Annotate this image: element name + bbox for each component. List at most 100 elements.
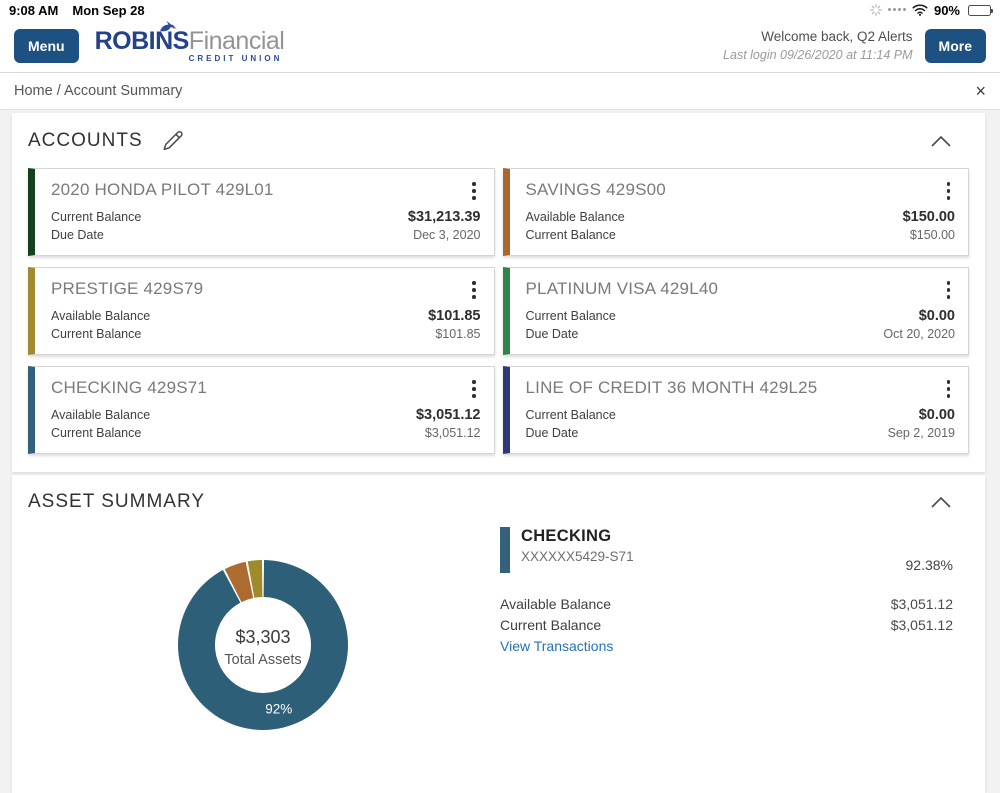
asset-summary-title: ASSET SUMMARY	[28, 491, 206, 512]
balance-value: Sep 2, 2019	[887, 426, 955, 440]
balance-label: Available Balance	[51, 309, 151, 323]
donut-center-total: $3,303	[235, 627, 290, 647]
balance-value: $3,051.12	[415, 407, 481, 423]
balance-value: Oct 20, 2020	[883, 327, 955, 341]
account-card[interactable]: SAVINGS 429S00 Available Balance $150.00 C…	[502, 168, 969, 256]
sync-spinner-icon	[870, 4, 882, 16]
kebab-menu-icon[interactable]	[943, 279, 955, 301]
balance-value: Dec 3, 2020	[413, 228, 481, 242]
balance-value: $101.85	[428, 308, 481, 324]
app-header: Menu ROBINS Financial CREDIT UNION Welco…	[0, 20, 1000, 73]
clock-time: 9:08 AM	[9, 2, 59, 18]
bird-logo-icon	[158, 20, 177, 33]
account-balance-row: Due Date Oct 20, 2020	[526, 327, 956, 341]
account-name: SAVINGS 429S00	[525, 180, 666, 199]
account-balance-row: Available Balance $101.85	[51, 308, 481, 324]
balance-label: Current Balance	[51, 426, 142, 440]
account-balance-row: Current Balance $150.00	[526, 228, 956, 242]
asset-summary-collapse-chevron-icon[interactable]	[931, 496, 969, 508]
account-name: 2020 HONDA PILOT 429L01	[51, 180, 274, 199]
asset-summary-panel: ASSET SUMMARY 92% $3,303 Total Assets CHEC…	[12, 475, 985, 793]
account-card[interactable]: 2020 HONDA PILOT 429L01 Current Balance $…	[28, 168, 495, 256]
kebab-menu-icon[interactable]	[468, 378, 480, 400]
account-card[interactable]: PRESTIGE 429S79 Available Balance $101.85…	[28, 267, 495, 355]
robins-financial-logo[interactable]: ROBINS Financial CREDIT UNION	[94, 20, 285, 63]
battery-percent: 90%	[933, 2, 960, 18]
account-balance-row: Current Balance $31,213.39	[51, 209, 481, 225]
selected-account-detail: CHECKING XXXXXX5429-S71 92.38% Available…	[498, 515, 969, 775]
accounts-panel: ACCOUNTS 2020 HONDA PILOT 429L01 Current…	[12, 113, 985, 472]
detail-percent: 92.38%	[905, 557, 953, 573]
balance-label: Due Date	[525, 327, 579, 341]
balance-value: $0.00	[918, 308, 955, 324]
more-button[interactable]: More	[924, 29, 986, 63]
balance-value: $150.00	[902, 209, 955, 225]
account-balance-row: Current Balance $3,051.12	[51, 426, 481, 440]
balance-label: Available Balance	[525, 210, 625, 224]
asset-donut-chart[interactable]: 92% $3,303 Total Assets	[28, 515, 498, 775]
view-transactions-link[interactable]: View Transactions	[500, 638, 614, 654]
balance-label: Current Balance	[525, 408, 616, 422]
balance-value: $3,051.12	[424, 426, 481, 440]
balance-label: Current Balance	[525, 228, 616, 242]
donut-slice-prestige[interactable]	[247, 560, 263, 598]
detail-balance-row: Available Balance $3,051.12	[500, 594, 953, 614]
battery-icon	[968, 4, 993, 16]
logo-text-secondary: Financial	[188, 27, 285, 55]
balance-value: $31,213.39	[407, 209, 481, 225]
account-card[interactable]: CHECKING 429S71 Available Balance $3,051.…	[28, 366, 495, 454]
balance-value: $0.00	[918, 407, 955, 423]
account-balance-row: Current Balance $101.85	[51, 327, 481, 341]
kebab-menu-icon[interactable]	[943, 180, 955, 202]
balance-label: Available Balance	[51, 408, 151, 422]
menu-button[interactable]: Menu	[14, 29, 79, 63]
account-name: CHECKING 429S71	[51, 378, 208, 397]
detail-balance-row: Current Balance $3,051.12	[500, 615, 953, 635]
account-name: LINE OF CREDIT 36 MONTH 429L25	[525, 378, 818, 397]
balance-label: Due Date	[525, 426, 579, 440]
welcome-text: Welcome back, Q2 Alerts	[761, 29, 913, 45]
account-balance-row: Available Balance $3,051.12	[51, 407, 481, 423]
account-balance-row: Current Balance $0.00	[526, 308, 956, 324]
account-cards-grid: 2020 HONDA PILOT 429L01 Current Balance $…	[28, 168, 969, 454]
account-balance-row: Due Date Sep 2, 2019	[526, 426, 956, 440]
detail-account-name: CHECKING	[521, 527, 612, 545]
account-card[interactable]: PLATINUM VISA 429L40 Current Balance $0.0…	[502, 267, 969, 355]
logo-text-primary: ROBINS	[94, 27, 190, 55]
account-balance-row: Due Date Dec 3, 2020	[51, 228, 481, 242]
balance-label: Current Balance	[525, 309, 616, 323]
balance-label: Current Balance	[51, 210, 142, 224]
close-icon[interactable]: ×	[975, 81, 986, 101]
last-login-text: Last login 09/26/2020 at 11:14 PM	[723, 47, 913, 62]
logo-tagline: CREDIT UNION	[188, 54, 283, 63]
donut-center-sublabel: Total Assets	[224, 652, 301, 668]
account-name: PRESTIGE 429S79	[51, 279, 204, 298]
account-balance-row: Available Balance $150.00	[526, 209, 956, 225]
donut-slice-percent-label: 92%	[265, 702, 292, 717]
detail-row-label: Available Balance	[500, 596, 612, 612]
detail-row-value: $3,051.12	[890, 617, 953, 633]
account-name: PLATINUM VISA 429L40	[525, 279, 719, 298]
clock-date: Mon Sep 28	[72, 2, 145, 18]
accounts-collapse-chevron-icon[interactable]	[931, 135, 969, 147]
detail-row-value: $3,051.12	[890, 596, 953, 612]
kebab-menu-icon[interactable]	[468, 279, 480, 301]
donut-slice-checking[interactable]	[178, 560, 348, 730]
kebab-menu-icon[interactable]	[943, 378, 955, 400]
detail-row-label: Current Balance	[500, 617, 602, 633]
balance-label: Due Date	[51, 228, 104, 242]
account-balance-row: Current Balance $0.00	[526, 407, 956, 423]
cellular-signal-icon	[887, 7, 906, 13]
balance-value: $150.00	[909, 228, 955, 242]
balance-value: $101.85	[435, 327, 481, 341]
edit-accounts-pencil-icon[interactable]	[161, 129, 185, 153]
detail-accent-bar	[500, 527, 510, 573]
wifi-icon	[912, 4, 928, 16]
balance-label: Current Balance	[51, 327, 142, 341]
detail-account-number: XXXXXX5429-S71	[521, 549, 634, 564]
donut-slice-savings[interactable]	[224, 561, 254, 603]
account-card[interactable]: LINE OF CREDIT 36 MONTH 429L25 Current B…	[502, 366, 969, 454]
kebab-menu-icon[interactable]	[468, 180, 480, 202]
breadcrumb[interactable]: Home / Account Summary	[14, 83, 183, 99]
breadcrumb-bar: Home / Account Summary ×	[0, 73, 1000, 110]
